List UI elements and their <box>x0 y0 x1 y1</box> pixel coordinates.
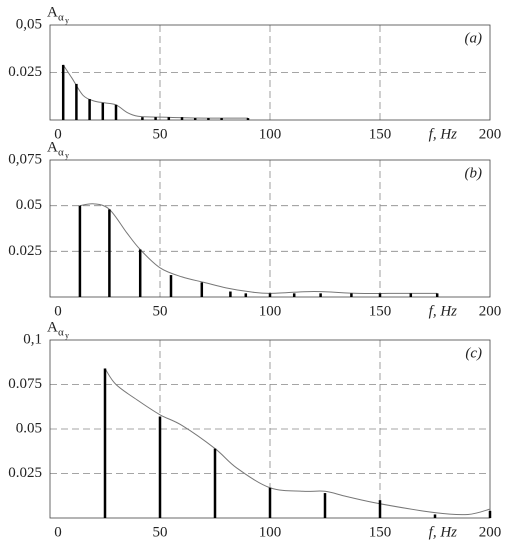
plot-frame <box>49 24 491 121</box>
envelope-curve <box>104 368 491 516</box>
y-axis-label: A <box>47 4 58 20</box>
panel-label: (c) <box>465 345 482 361</box>
y-tick-label: 0,1 <box>23 331 42 347</box>
panel-label: (a) <box>465 30 483 46</box>
y-axis-label: A <box>47 319 58 335</box>
x-tick-label: 100 <box>259 303 282 319</box>
x-tick-label: 200 <box>479 126 502 142</box>
x-tick-label: 200 <box>479 524 502 540</box>
y-tick-label: 0.075 <box>8 376 42 392</box>
y-tick-label: 0.025 <box>8 64 42 80</box>
x-axis-label: f, Hz <box>429 524 458 540</box>
panel-label: (b) <box>465 165 483 181</box>
x-tick-label: 150 <box>369 126 392 142</box>
x-tick-label: 200 <box>479 303 502 319</box>
y-axis-label-sub: α <box>58 147 64 159</box>
y-tick-label: 0.05 <box>16 420 42 436</box>
x-axis-label: f, Hz <box>429 303 458 319</box>
x-tick-label: 0 <box>54 524 62 540</box>
y-axis-label-sub: α <box>58 12 64 24</box>
y-axis-label-subsub: y <box>65 151 69 160</box>
y-tick-label: 0.05 <box>16 197 42 213</box>
x-axis-label: f, Hz <box>429 126 458 142</box>
x-tick-label: 0 <box>54 126 62 142</box>
y-axis-label: A <box>47 139 58 155</box>
x-tick-label: 50 <box>153 126 168 142</box>
y-tick-label: 0.025 <box>8 243 42 259</box>
y-tick-label: 0,05 <box>16 16 42 32</box>
x-tick-label: 150 <box>369 303 392 319</box>
x-tick-label: 50 <box>153 524 168 540</box>
y-axis-label-sub: α <box>58 327 64 339</box>
envelope-curve <box>79 203 438 294</box>
y-tick-label: 0,075 <box>8 151 42 167</box>
y-tick-label: 0.025 <box>8 465 42 481</box>
y-axis-label-subsub: y <box>65 331 69 340</box>
y-axis-label-subsub: y <box>65 16 69 25</box>
x-tick-label: 100 <box>259 126 282 142</box>
x-tick-label: 0 <box>54 303 62 319</box>
x-tick-label: 150 <box>369 524 392 540</box>
x-tick-label: 50 <box>153 303 168 319</box>
x-tick-label: 100 <box>259 524 282 540</box>
